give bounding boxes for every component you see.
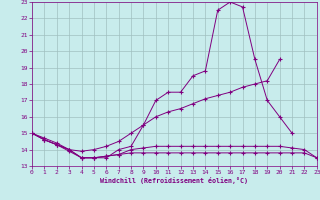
X-axis label: Windchill (Refroidissement éolien,°C): Windchill (Refroidissement éolien,°C)	[100, 177, 248, 184]
